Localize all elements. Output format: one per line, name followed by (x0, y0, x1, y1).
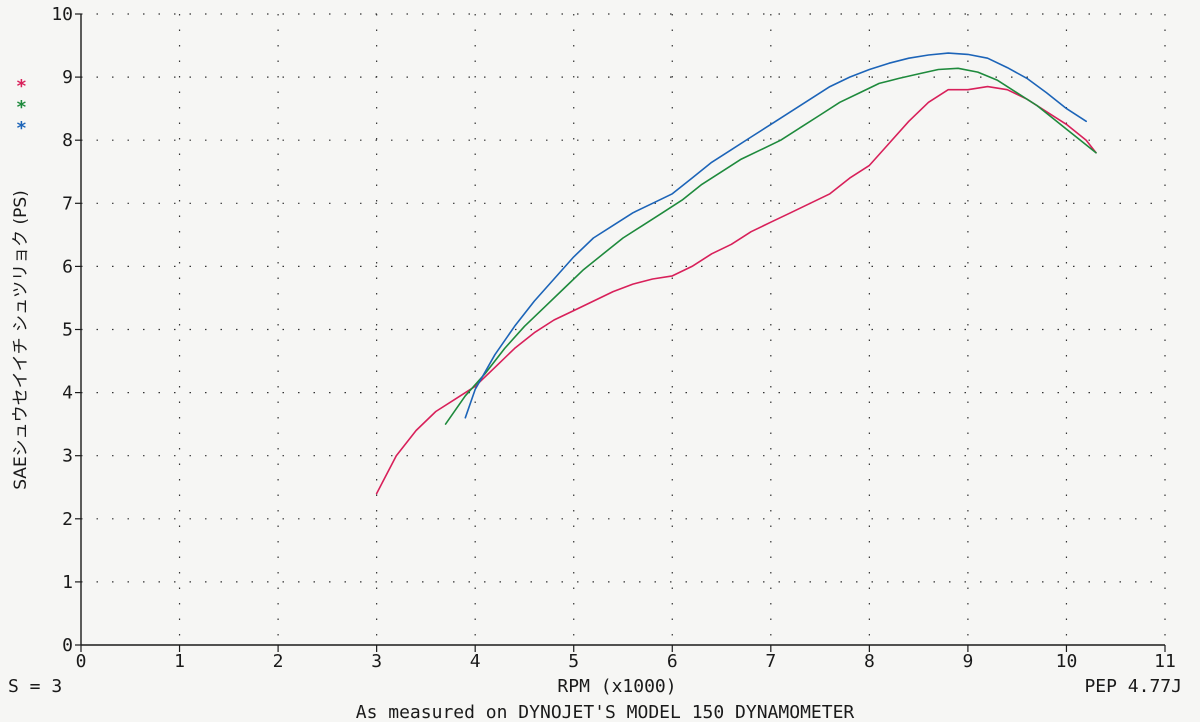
x-tick-label: 5 (568, 651, 579, 672)
y-tick-label: 5 (62, 320, 73, 341)
x-tick-label: 11 (1154, 651, 1176, 672)
grid (81, 13, 1166, 645)
legend-marker-3: * (16, 118, 27, 139)
x-tick-label: 3 (371, 651, 382, 672)
x-tick-label: 7 (765, 651, 776, 672)
smoothing-label: S = 3 (8, 676, 62, 697)
x-tick-label: 0 (76, 651, 87, 672)
y-axis-label: SAEシュウセイイチ シュツリョク (PS) (11, 190, 31, 490)
y-tick-label: 8 (62, 130, 73, 151)
series-group (375, 52, 1097, 495)
series-line-3 (464, 52, 1087, 419)
series-line-2 (444, 67, 1097, 425)
y-tick-label: 0 (62, 635, 73, 656)
y-tick-label: 6 (62, 256, 73, 277)
axes: 0 1 2 3 4 5 6 7 8 9 10 11 0 1 2 3 4 5 6 7 8 9 10 (51, 4, 1176, 672)
y-tick-label: 1 (62, 572, 73, 593)
legend: *** (16, 76, 27, 139)
x-tick-label: 8 (864, 651, 875, 672)
y-tick-label: 7 (62, 193, 73, 214)
y-tick-label: 3 (62, 446, 73, 467)
x-tick-label: 4 (470, 651, 481, 672)
series-line-1 (375, 85, 1097, 495)
y-tick-label: 9 (62, 67, 73, 88)
x-tick-label: 6 (667, 651, 678, 672)
x-tick-label: 1 (174, 651, 185, 672)
x-tick-label: 2 (273, 651, 284, 672)
y-tick-label: 2 (62, 509, 73, 530)
x-tick-label: 10 (1056, 651, 1078, 672)
legend-marker-1: * (16, 76, 27, 97)
x-axis-label: RPM (x1000) (557, 676, 676, 697)
labels: SAEシュウセイイチ シュツリョク (PS) RPM (x1000) S = 3… (8, 190, 1182, 722)
legend-marker-2: * (16, 97, 27, 118)
x-tick-label: 9 (962, 651, 973, 672)
y-tick-label: 4 (62, 383, 73, 404)
y-tick-label: 10 (51, 4, 73, 25)
pep-label: PEP 4.77J (1084, 676, 1182, 697)
dyno-caption: As measured on DYNOJET'S MODEL 150 DYNAM… (356, 702, 855, 722)
